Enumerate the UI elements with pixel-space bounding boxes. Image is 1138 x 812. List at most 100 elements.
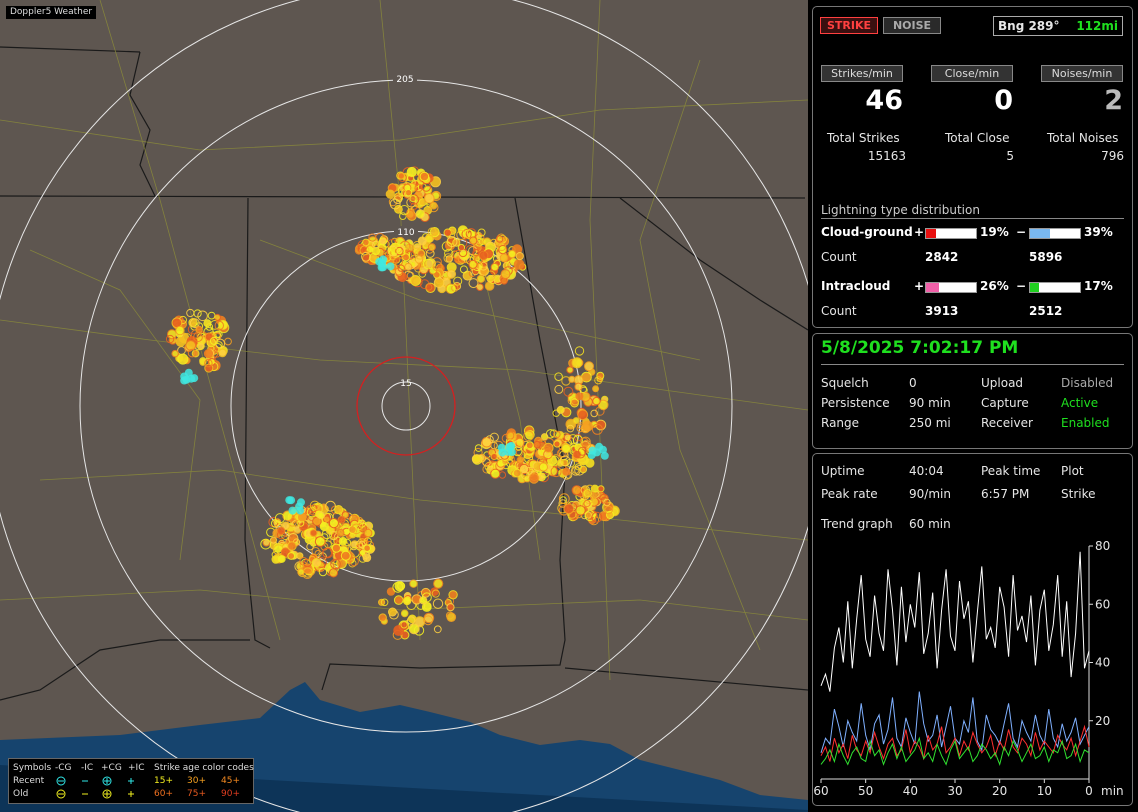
strike-marker [218,348,227,358]
app-title: Doppler5 Weather [6,6,97,19]
strike-marker [574,382,583,391]
strike-marker [547,455,558,466]
settings-divider [821,364,1124,365]
strike-marker [538,462,549,472]
strike-marker [177,353,189,365]
noise-button[interactable]: NOISE [883,17,941,34]
intracloud-label: Intracloud [821,279,891,293]
strike-marker [167,329,177,340]
receiver-value: Enabled [1061,416,1110,430]
strike-marker [400,621,408,629]
strike-marker [584,361,594,372]
strike-marker [515,437,525,447]
strike-marker [485,270,496,281]
stats-panel: STRIKE NOISE Bng 289° 112mi Strikes/min … [812,6,1133,328]
ic-minus-sign: − [1016,279,1027,293]
strike-marker [468,259,478,269]
strike-marker [363,528,373,538]
legend-age-label: Strike age color codes [154,763,254,773]
cg-minus-sign: − [1016,225,1027,239]
strike-marker [287,541,297,551]
strike-marker [387,245,398,257]
strike-marker [424,193,435,204]
strike-marker [575,505,586,516]
strike-marker [490,468,501,479]
strike-marker [336,528,345,537]
strike-marker [523,430,534,442]
strike-marker [207,311,216,320]
strike-marker [309,504,318,513]
strike-marker [385,189,395,199]
strike-button[interactable]: STRIKE [820,17,878,34]
receiver-label: Receiver [981,416,1033,430]
strike-marker [380,598,389,607]
datetime: 5/8/2025 7:02:17 PM [821,338,1019,358]
strike-marker [490,452,498,461]
recent-strike-marker [497,443,506,452]
strike-marker [358,541,366,549]
total-close-label: Total Close [945,131,1010,145]
total-strikes-value: 15163 [867,149,906,163]
trend-y-tick-label: 80 [1095,539,1110,553]
strike-marker [421,602,432,612]
strike-marker [362,238,370,247]
strike-marker [337,515,346,524]
squelch-value: 0 [909,376,917,390]
strike-marker [321,528,333,540]
strikes-per-min-label[interactable]: Strikes/min [821,65,903,82]
strike-marker [330,558,341,570]
strike-marker [596,371,605,380]
strike-marker [594,376,603,385]
strike-marker [448,590,458,600]
recent-strike-marker [507,448,516,457]
strike-marker [432,261,443,272]
strike-marker [306,507,317,518]
ic-positive-bar [925,282,977,293]
ic-positive-count: 3913 [925,304,959,318]
squelch-label: Squelch [821,376,869,390]
strike-marker [515,252,524,261]
ring-label-15: 15 [400,379,411,389]
trend-x-tick-label: 0 [1085,784,1093,798]
strike-marker [484,461,495,472]
strike-marker [471,454,481,464]
peak-rate-value: 90/min [909,487,951,501]
strike-marker [570,397,580,406]
strike-marker [388,607,397,617]
strike-marker [334,505,344,515]
strike-marker [372,240,380,249]
close-per-min-label[interactable]: Close/min [931,65,1013,82]
strike-marker [433,578,444,589]
strike-marker [393,595,404,605]
strike-marker [213,330,222,339]
strike-marker [446,236,458,248]
strike-marker [317,511,326,520]
cg-plus-sign: + [914,225,925,239]
strike-marker [395,246,404,256]
cg-positive-bar [925,228,977,239]
close-range-ring [356,356,456,456]
legend-old-symbols [56,789,134,799]
strike-marker [485,435,494,444]
plot-value[interactable]: Strike [1061,487,1096,501]
strike-marker [592,396,601,406]
lightning-map[interactable]: 205 110 15 Doppler5 Weather Symbols -CG … [0,0,808,812]
trend-series-line-0 [820,551,1090,692]
noises-per-min-label[interactable]: Noises/min [1041,65,1123,82]
strike-marker [419,171,430,182]
strike-marker [260,538,272,550]
trend-graph-window: 60 min [909,517,951,531]
total-close-value: 5 [1006,149,1014,163]
strike-marker [309,508,317,516]
strike-marker [388,197,398,207]
ring-label-110: 110 [397,228,414,238]
strike-marker [400,609,409,618]
strike-marker [311,558,322,568]
strike-marker [554,372,563,382]
strike-marker [196,342,205,351]
strike-marker [408,194,420,205]
strike-marker [553,430,561,439]
strike-marker [209,336,218,345]
strike-marker [459,249,470,261]
recent-strike-marker [295,502,304,511]
